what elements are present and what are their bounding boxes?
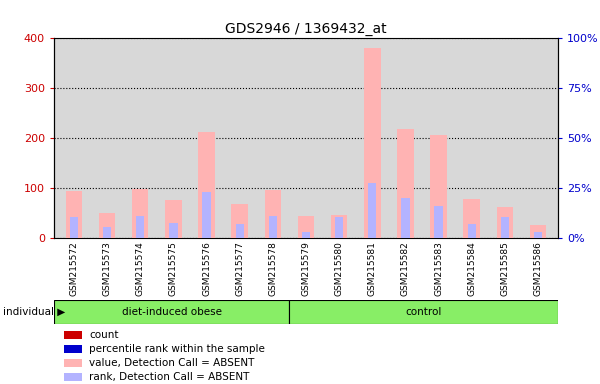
Bar xyxy=(289,300,558,324)
Bar xyxy=(401,198,410,238)
Bar xyxy=(202,192,211,238)
Bar xyxy=(463,199,480,238)
Bar xyxy=(534,232,542,238)
Bar xyxy=(331,215,347,238)
Bar xyxy=(70,217,78,238)
Bar xyxy=(501,217,509,238)
Bar xyxy=(132,189,149,238)
Bar xyxy=(236,224,244,238)
Bar xyxy=(136,216,145,238)
Bar xyxy=(64,359,82,367)
Title: GDS2946 / 1369432_at: GDS2946 / 1369432_at xyxy=(225,22,387,36)
Bar xyxy=(198,132,215,238)
Bar xyxy=(99,213,115,238)
Bar xyxy=(434,206,443,238)
Bar xyxy=(467,224,476,238)
Bar xyxy=(64,373,82,381)
Text: control: control xyxy=(406,307,442,317)
Bar xyxy=(169,223,178,238)
Bar xyxy=(497,207,513,238)
Text: percentile rank within the sample: percentile rank within the sample xyxy=(89,344,265,354)
Bar xyxy=(103,227,111,238)
Bar xyxy=(430,135,447,238)
Bar xyxy=(165,200,182,238)
Bar xyxy=(335,217,343,238)
Text: rank, Detection Call = ABSENT: rank, Detection Call = ABSENT xyxy=(89,372,250,382)
Bar xyxy=(298,216,314,238)
Text: diet-induced obese: diet-induced obese xyxy=(122,307,221,317)
Text: individual ▶: individual ▶ xyxy=(3,307,65,317)
Text: value, Detection Call = ABSENT: value, Detection Call = ABSENT xyxy=(89,358,254,368)
Bar xyxy=(397,129,414,238)
Bar xyxy=(64,331,82,339)
Bar xyxy=(65,190,82,238)
Bar xyxy=(232,204,248,238)
Bar xyxy=(269,216,277,238)
Bar xyxy=(265,190,281,238)
Bar xyxy=(368,183,376,238)
Bar xyxy=(530,225,547,238)
Bar xyxy=(364,48,380,238)
Bar xyxy=(54,300,289,324)
Text: count: count xyxy=(89,330,119,340)
Bar xyxy=(64,345,82,353)
Bar xyxy=(302,232,310,238)
